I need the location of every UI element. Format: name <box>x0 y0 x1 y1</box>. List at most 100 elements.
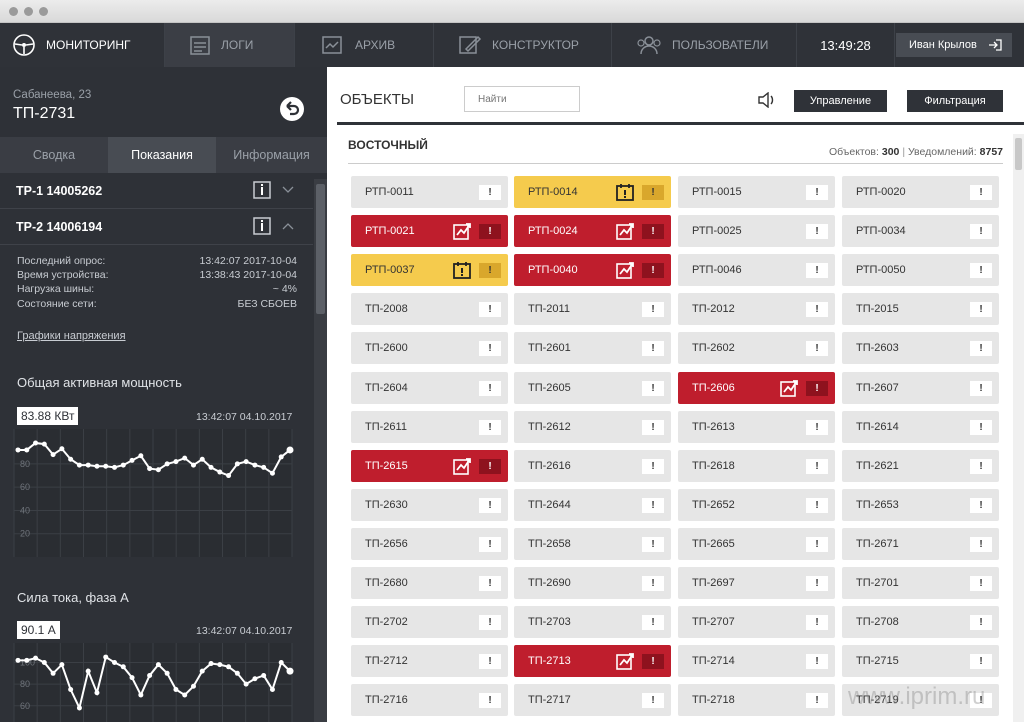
alert-button[interactable]: ! <box>642 302 664 318</box>
filter-button[interactable]: Фильтрация <box>907 90 1003 112</box>
alert-button[interactable]: ! <box>970 654 992 670</box>
object-tile[interactable]: ТП-2607! <box>842 371 999 404</box>
alert-button[interactable]: ! <box>479 419 501 435</box>
object-tile[interactable]: ТП-2011! <box>514 293 671 326</box>
main-scrollbar[interactable] <box>1013 134 1024 722</box>
alert-button[interactable]: ! <box>806 693 828 709</box>
tab-readings[interactable]: Показания <box>108 137 216 173</box>
alert-button[interactable]: ! <box>970 497 992 513</box>
alert-button[interactable]: ! <box>479 615 501 631</box>
object-tile[interactable]: РТП-0050! <box>842 254 999 287</box>
close-window-button[interactable] <box>9 7 18 16</box>
object-tile[interactable]: ТП-2653! <box>842 488 999 521</box>
object-tile[interactable]: ТП-2602! <box>678 332 835 365</box>
alert-button[interactable]: ! <box>479 302 501 318</box>
alert-button[interactable]: ! <box>642 615 664 631</box>
alert-button[interactable]: ! <box>806 458 828 474</box>
nav-monitoring[interactable]: МОНИТОРИНГ <box>0 23 165 67</box>
alert-button[interactable]: ! <box>479 341 501 357</box>
object-tile[interactable]: ТП-2713! <box>514 645 671 678</box>
object-tile[interactable]: РТП-0014! <box>514 176 671 208</box>
object-tile[interactable]: ТП-2716! <box>351 684 508 717</box>
alert-button[interactable]: ! <box>970 536 992 552</box>
alert-button[interactable]: ! <box>479 224 501 240</box>
object-tile[interactable]: РТП-0034! <box>842 215 999 248</box>
nav-archive[interactable]: АРХИВ <box>295 23 434 67</box>
alert-button[interactable]: ! <box>970 419 992 435</box>
alert-button[interactable]: ! <box>479 458 501 474</box>
alert-button[interactable]: ! <box>642 185 664 200</box>
object-tile[interactable]: ТП-2601! <box>514 332 671 365</box>
zoom-window-button[interactable] <box>39 7 48 16</box>
chevron-up-icon[interactable] <box>282 222 294 230</box>
user-menu[interactable]: Иван Крылов <box>896 33 1012 57</box>
object-tile[interactable]: ТП-2715! <box>842 645 999 678</box>
alert-button[interactable]: ! <box>970 380 992 396</box>
alert-button[interactable]: ! <box>642 693 664 709</box>
object-tile[interactable]: ТП-2644! <box>514 488 671 521</box>
object-tile[interactable]: ТП-2680! <box>351 567 508 599</box>
object-tile[interactable]: ТП-2605! <box>514 371 671 404</box>
alert-button[interactable]: ! <box>642 224 664 240</box>
transformer-row-2[interactable]: ТР-2 14006194 <box>0 209 313 245</box>
alert-button[interactable]: ! <box>642 576 664 591</box>
speaker-icon[interactable] <box>757 92 777 108</box>
transformer-row-1[interactable]: ТР-1 14005262 <box>0 173 313 209</box>
back-icon[interactable] <box>278 95 306 123</box>
info-doc-icon[interactable] <box>253 217 271 235</box>
tab-summary[interactable]: Сводка <box>0 137 108 173</box>
nav-constructor[interactable]: КОНСТРУКТОР <box>434 23 612 67</box>
object-tile[interactable]: ТП-2708! <box>842 606 999 639</box>
object-tile[interactable]: РТП-0037! <box>351 254 508 287</box>
alert-button[interactable]: ! <box>806 536 828 552</box>
alert-button[interactable]: ! <box>479 185 501 200</box>
object-tile[interactable]: РТП-0040! <box>514 254 671 287</box>
alert-button[interactable]: ! <box>479 497 501 513</box>
alert-button[interactable]: ! <box>970 224 992 240</box>
object-tile[interactable]: ТП-2606! <box>678 371 835 404</box>
main-scroll-thumb[interactable] <box>1015 138 1022 170</box>
object-tile[interactable]: ТП-2008! <box>351 293 508 326</box>
alert-button[interactable]: ! <box>806 185 828 200</box>
object-tile[interactable]: РТП-0046! <box>678 254 835 287</box>
object-tile[interactable]: ТП-2665! <box>678 527 835 560</box>
alert-button[interactable]: ! <box>970 185 992 200</box>
alert-button[interactable]: ! <box>642 458 664 474</box>
object-tile[interactable]: ТП-2012! <box>678 293 835 326</box>
alert-button[interactable]: ! <box>642 654 664 670</box>
alert-button[interactable]: ! <box>806 341 828 357</box>
alert-button[interactable]: ! <box>642 536 664 552</box>
sidebar-scroll-thumb[interactable] <box>316 184 325 314</box>
object-tile[interactable]: ТП-2613! <box>678 410 835 443</box>
alert-button[interactable]: ! <box>806 654 828 670</box>
alert-button[interactable]: ! <box>806 380 828 396</box>
object-tile[interactable]: ТП-2697! <box>678 567 835 599</box>
alert-button[interactable]: ! <box>970 341 992 357</box>
object-tile[interactable]: РТП-0020! <box>842 176 999 208</box>
alert-button[interactable]: ! <box>970 615 992 631</box>
voltage-graphs-link[interactable]: Графики напряжения <box>17 330 126 342</box>
object-tile[interactable]: ТП-2702! <box>351 606 508 639</box>
object-tile[interactable]: ТП-2612! <box>514 410 671 443</box>
chevron-down-icon[interactable] <box>282 186 294 194</box>
object-tile[interactable]: ТП-2015! <box>842 293 999 326</box>
alert-button[interactable]: ! <box>970 693 992 709</box>
object-tile[interactable]: ТП-2656! <box>351 527 508 560</box>
object-tile[interactable]: ТП-2671! <box>842 527 999 560</box>
object-tile[interactable]: ТП-2604! <box>351 371 508 404</box>
object-tile[interactable]: ТП-2618! <box>678 449 835 482</box>
object-tile[interactable]: ТП-2615! <box>351 449 508 482</box>
alert-button[interactable]: ! <box>479 693 501 709</box>
object-tile[interactable]: ТП-2621! <box>842 449 999 482</box>
alert-button[interactable]: ! <box>970 263 992 279</box>
alert-button[interactable]: ! <box>806 419 828 435</box>
nav-users[interactable]: ПОЛЬЗОВАТЕЛИ <box>612 23 797 67</box>
info-doc-icon[interactable] <box>253 181 271 199</box>
alert-button[interactable]: ! <box>479 263 501 279</box>
alert-button[interactable]: ! <box>479 380 501 396</box>
alert-button[interactable]: ! <box>970 458 992 474</box>
nav-logs[interactable]: ЛОГИ <box>165 23 295 67</box>
alert-button[interactable]: ! <box>806 615 828 631</box>
manage-button[interactable]: Управление <box>794 90 887 112</box>
alert-button[interactable]: ! <box>479 654 501 670</box>
